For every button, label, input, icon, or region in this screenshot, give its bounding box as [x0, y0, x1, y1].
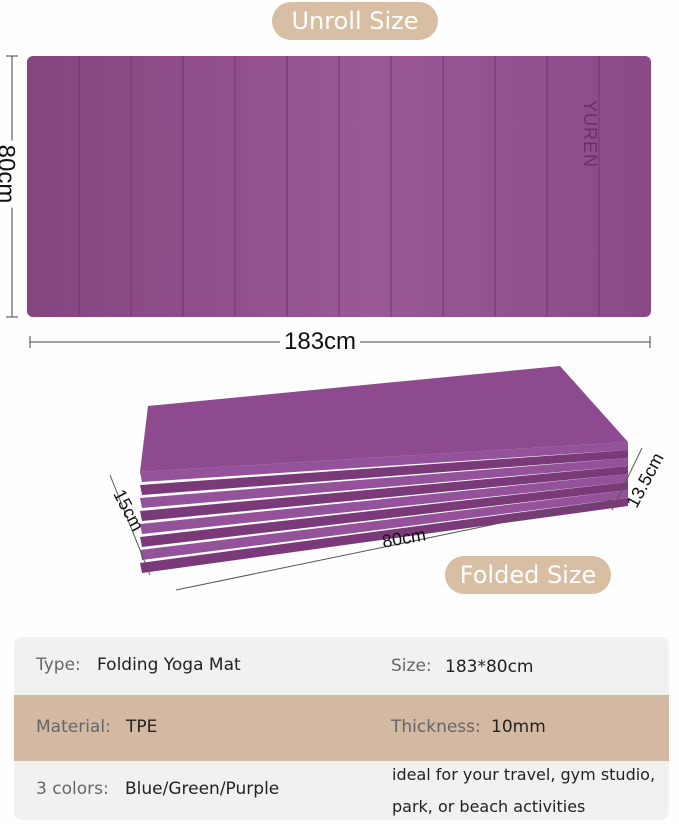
spec-value: 183*80cm: [445, 657, 534, 677]
folded-layer: [140, 450, 628, 495]
spec-label: Thickness:: [391, 717, 481, 737]
folded-layer: [140, 482, 628, 547]
unrolled-mat-diagram: [6, 55, 651, 348]
folded-layer: [140, 458, 628, 508]
spec-label: Material:: [36, 717, 111, 737]
folded-layer: [140, 474, 628, 534]
spec-label: Type:: [36, 655, 81, 675]
unroll-size-badge: Unroll Size: [272, 2, 438, 40]
brand-logo: YUREN: [580, 100, 600, 169]
folded-mat-top: [140, 366, 628, 472]
spec-value: Blue/Green/Purple: [125, 779, 280, 799]
spec-value: Folding Yoga Mat: [97, 655, 241, 675]
folded-layer: [140, 498, 628, 573]
spec-row-type: Type: Folding Yoga Mat Size: 183*80cm: [14, 637, 669, 695]
spec-note: ideal for your travel, gym studio,: [392, 765, 656, 784]
folded-layer: [140, 490, 628, 560]
spec-row-material: Material: TPE Thickness: 10mm: [14, 695, 669, 761]
spec-note: park, or beach activities: [392, 797, 586, 816]
folded-size-badge: Folded Size: [445, 556, 611, 594]
spec-label: Size:: [391, 656, 432, 676]
unroll-length-label: 183cm: [280, 328, 361, 356]
unroll-width-label: 80cm: [0, 140, 20, 208]
spec-label: 3 colors:: [36, 779, 109, 799]
spec-table: Type: Folding Yoga Mat Size: 183*80cm Ma…: [14, 637, 669, 820]
spec-row-colors: 3 colors: Blue/Green/Purple ideal for yo…: [14, 761, 669, 820]
spec-value: TPE: [126, 717, 158, 737]
folded-layer: [140, 442, 628, 482]
spec-value: 10mm: [491, 717, 546, 737]
folded-mat-diagram: [109, 366, 643, 591]
folded-layer: [140, 466, 628, 521]
